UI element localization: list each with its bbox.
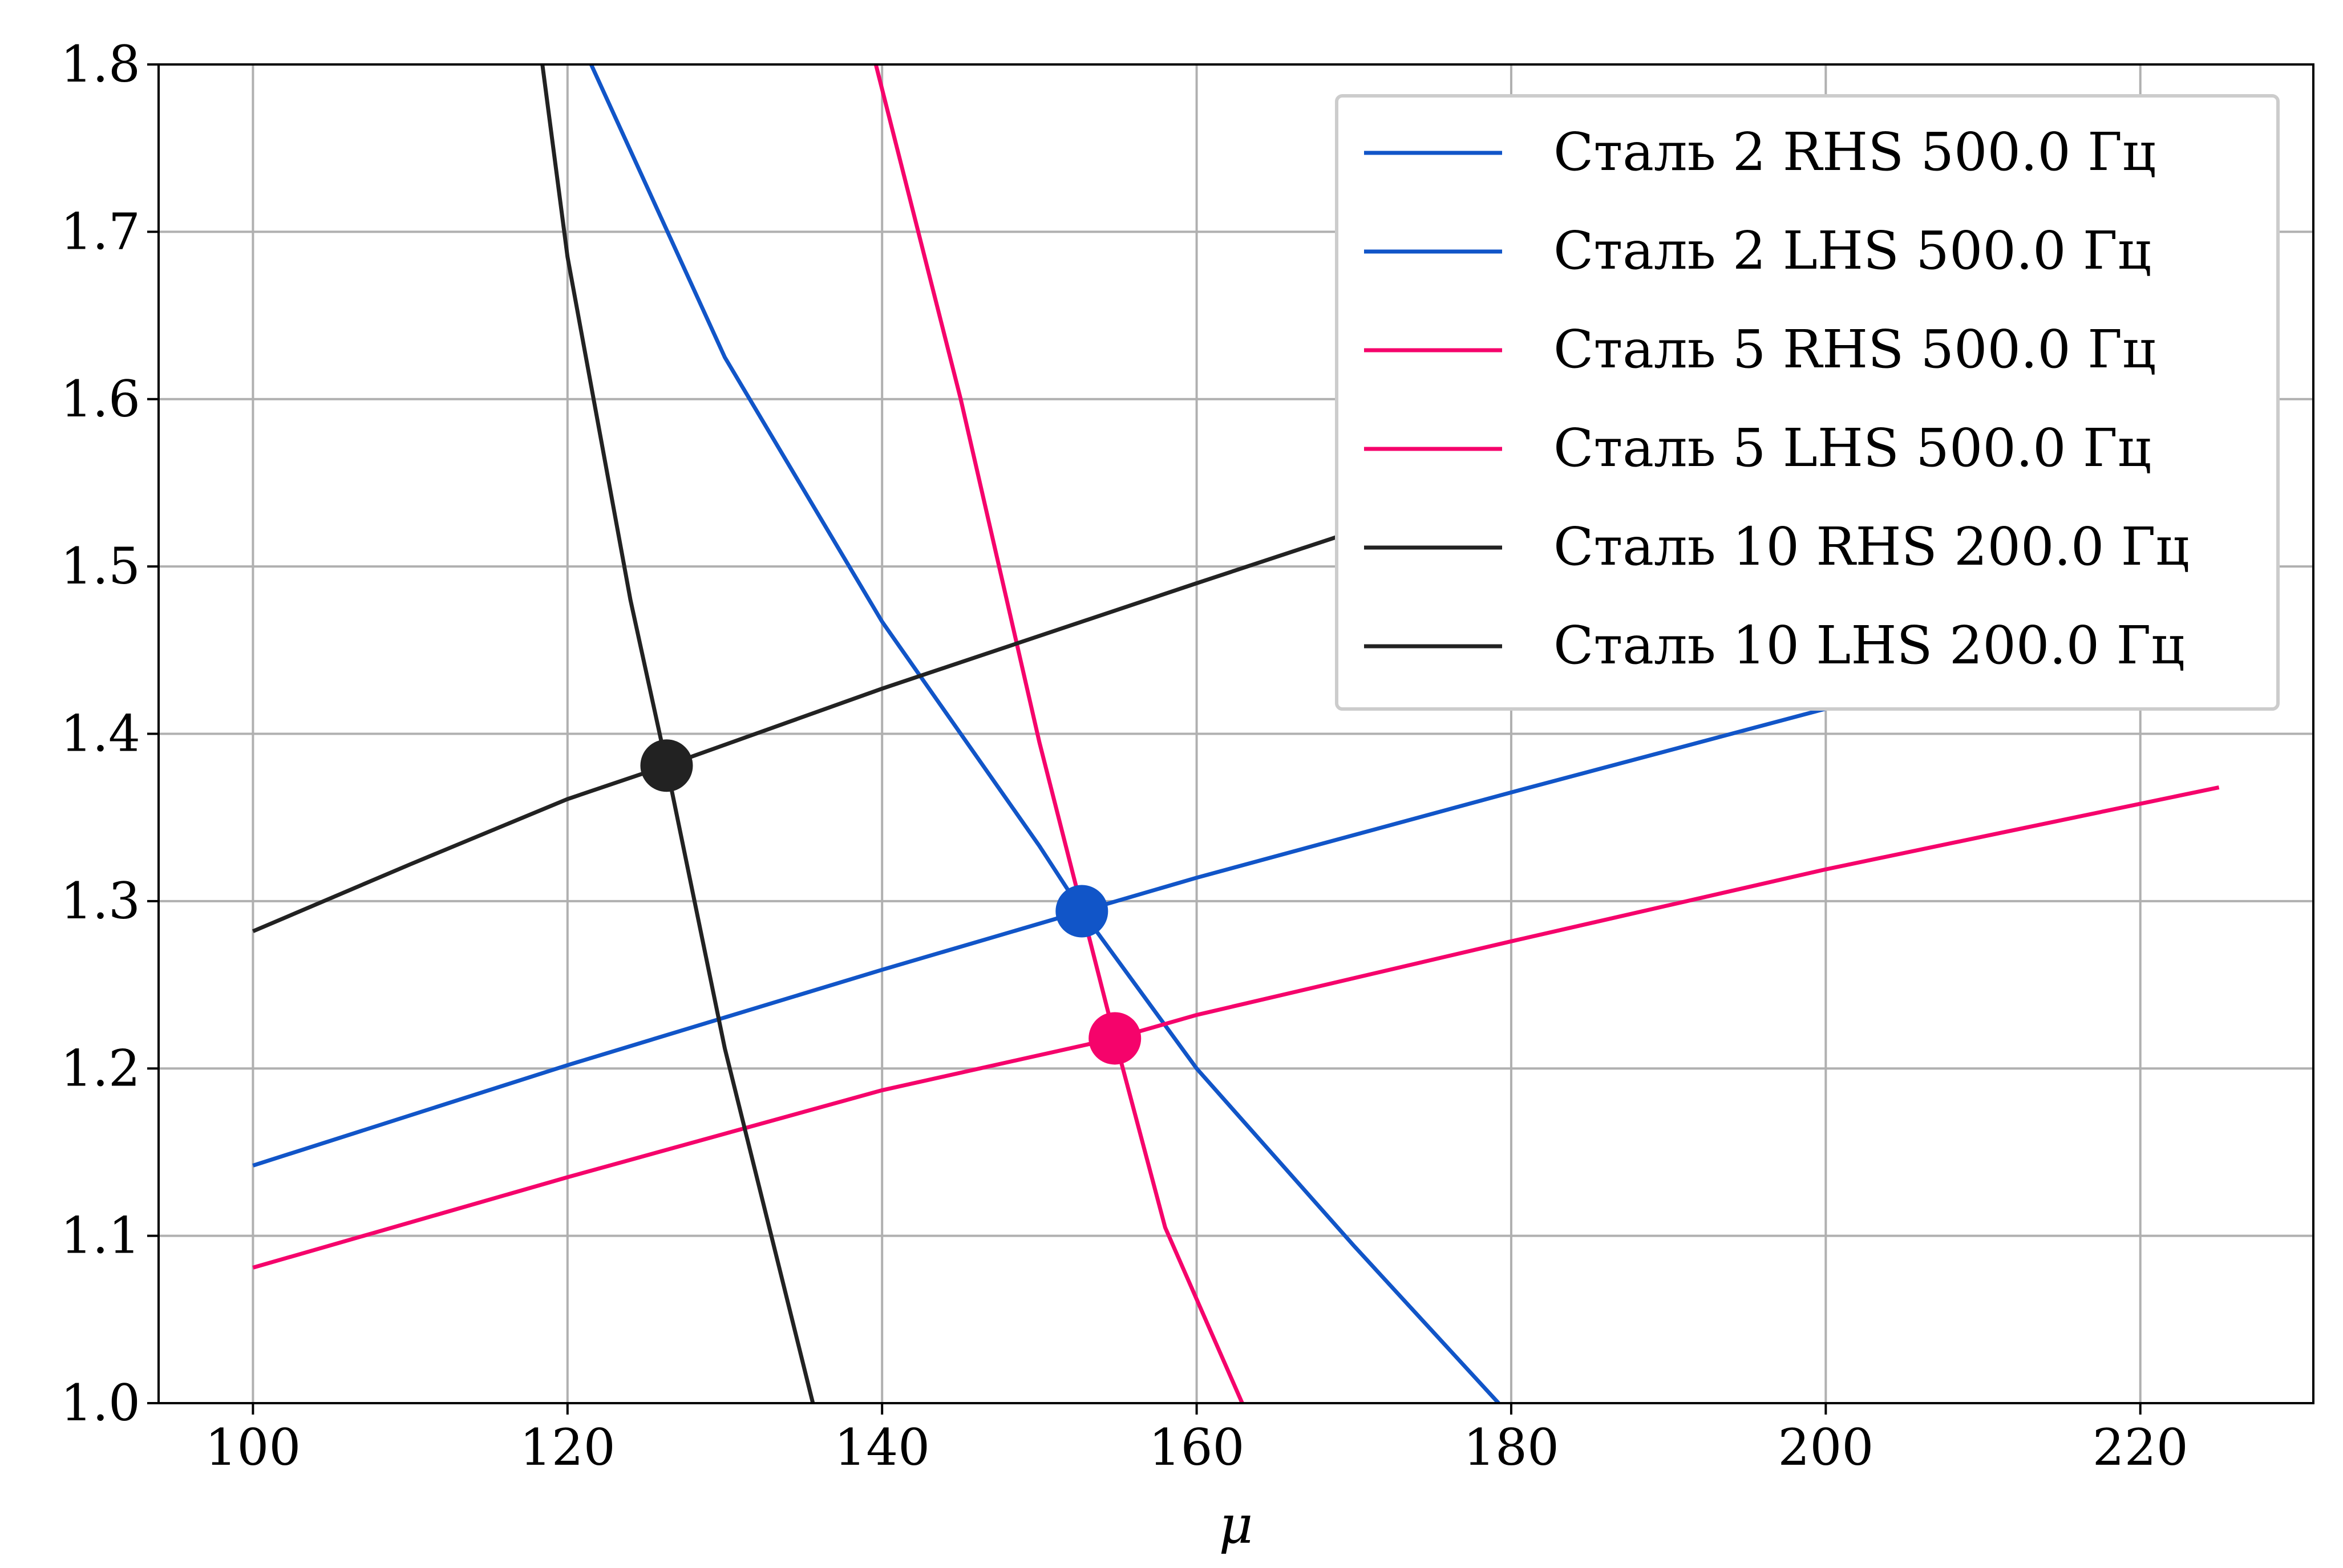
- legend-box: [1335, 94, 2280, 711]
- series-line-1: [252, 605, 2220, 1168]
- legend-label: Сталь 5 RHS 500.0 Гц: [1553, 319, 2156, 380]
- intersection-marker: [640, 739, 693, 792]
- y-tick-label: 1.0: [60, 1373, 140, 1432]
- x-tick-label: 200: [1778, 1418, 1873, 1477]
- y-tick-label: 1.7: [60, 202, 140, 261]
- series-line-3: [252, 785, 2220, 1270]
- y-tick-label: 1.2: [60, 1039, 140, 1097]
- x-tick-label: 220: [2093, 1418, 2188, 1477]
- series-line-5: [252, 529, 1355, 933]
- x-tick-label: 120: [520, 1418, 616, 1477]
- x-tick-label: 160: [1149, 1418, 1245, 1477]
- x-tick-label: 180: [1463, 1418, 1559, 1477]
- y-tick-label: 1.1: [60, 1206, 140, 1265]
- series-line-2: [589, 64, 1500, 1403]
- series-line-6: [540, 64, 815, 1403]
- y-tick-label: 1.3: [60, 872, 140, 930]
- x-axis-title: μ: [1219, 1494, 1253, 1555]
- series-group: [252, 64, 2220, 1403]
- intersection-markers: [640, 739, 1142, 1065]
- legend-label: Сталь 10 RHS 200.0 Гц: [1553, 516, 2190, 577]
- y-tick-label: 1.5: [60, 537, 140, 595]
- y-tick-label: 1.4: [60, 704, 140, 763]
- legend-label: Сталь 2 LHS 500.0 Гц: [1553, 220, 2151, 281]
- x-tick-label: 100: [205, 1418, 301, 1477]
- legend-label: Сталь 5 LHS 500.0 Гц: [1553, 418, 2151, 479]
- intersection-marker: [1088, 1012, 1142, 1065]
- legend: Сталь 2 RHS 500.0 Гц Сталь 2 LHS 500.0 Гц…: [1335, 94, 2280, 711]
- y-tick-label: 1.8: [60, 35, 140, 94]
- x-tick-label: 140: [834, 1418, 930, 1477]
- y-tick-label: 1.6: [60, 370, 140, 428]
- intersection-marker: [1055, 885, 1108, 938]
- axis-ticks: 100 120 140 160 180 200 220 1.0 1.1 1.2 1.3 1.4 1.5 1…: [60, 35, 2188, 1477]
- legend-label: Сталь 2 RHS 500.0 Гц: [1553, 121, 2156, 183]
- legend-label: Сталь 10 LHS 200.0 Гц: [1553, 615, 2185, 676]
